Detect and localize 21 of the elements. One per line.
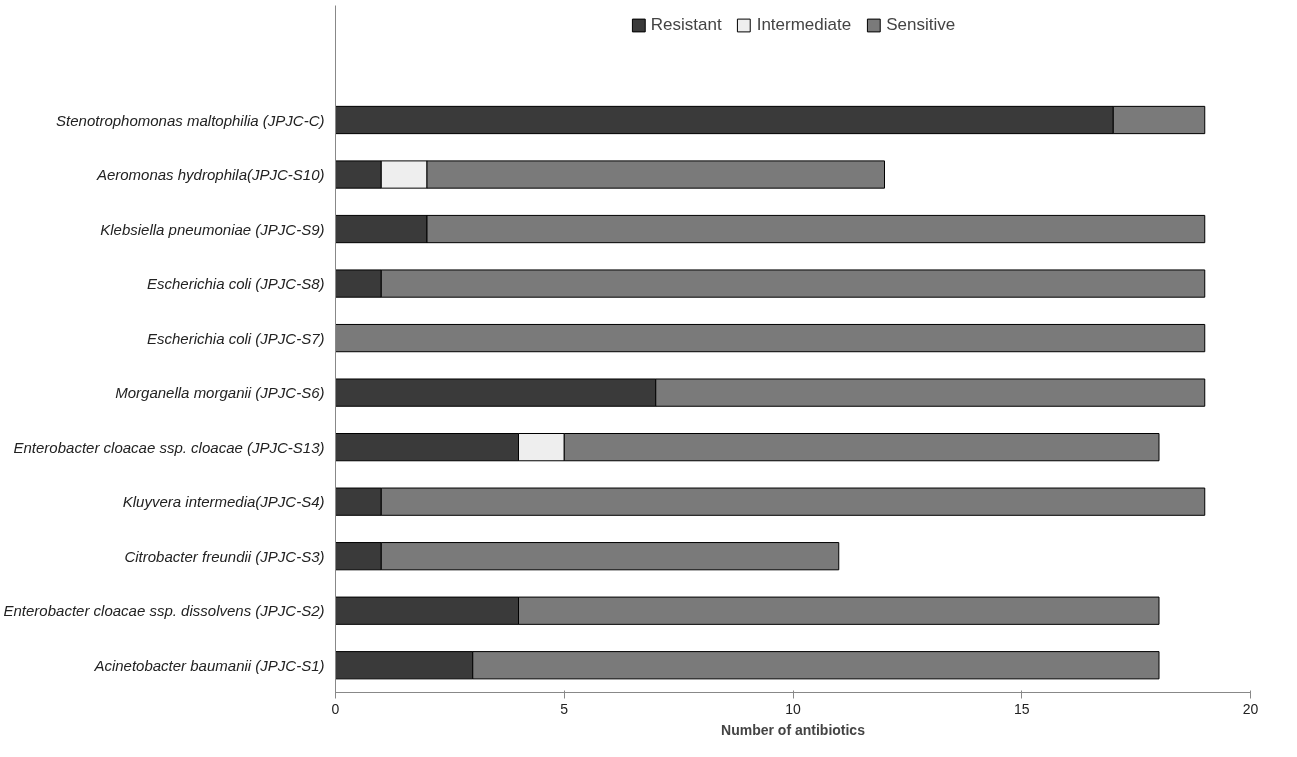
legend-label: Resistant: [650, 15, 722, 35]
bar: [335, 323, 1206, 353]
y-tick-label: Citrobacter freundii (JPJC-S3): [124, 547, 325, 565]
legend-label: Sensitive: [886, 15, 956, 35]
y-tick-label: Klebsiella pneumoniae (JPJC-S9): [100, 220, 325, 238]
x-axis-title: Number of antibiotics: [721, 721, 866, 738]
x-tick-label: 15: [1013, 700, 1030, 717]
y-tick-label: Escherichia coli (JPJC-S7): [146, 329, 325, 347]
y-tick-label: Enterobacter cloacae ssp. cloacae (JPJC-S13): [13, 438, 325, 456]
y-tick-label: Aeromonas hydrophila(JPJC-S10): [95, 166, 325, 184]
y-tick-label: Stenotrophomonas maltophilia (JPJC-C): [56, 111, 325, 129]
legend-label: Intermediate: [756, 15, 852, 35]
x-tick-label: 0: [331, 700, 340, 717]
x-tick-label: 10: [785, 700, 801, 717]
y-tick-label: Morganella morganii (JPJC-S6): [115, 384, 325, 402]
y-tick-label: Kluyvera intermedia(JPJC-S4): [122, 493, 325, 511]
y-tick-label: Escherichia coli (JPJC-S8): [146, 275, 325, 293]
x-tick-label: 5: [560, 700, 569, 717]
x-tick-label: 20: [1242, 700, 1259, 717]
y-tick-label: Acinetobacter baumanii (JPJC-S1): [93, 656, 325, 674]
y-tick-label: Enterobacter cloacae ssp. dissolvens (JPJC-S2): [3, 602, 325, 620]
